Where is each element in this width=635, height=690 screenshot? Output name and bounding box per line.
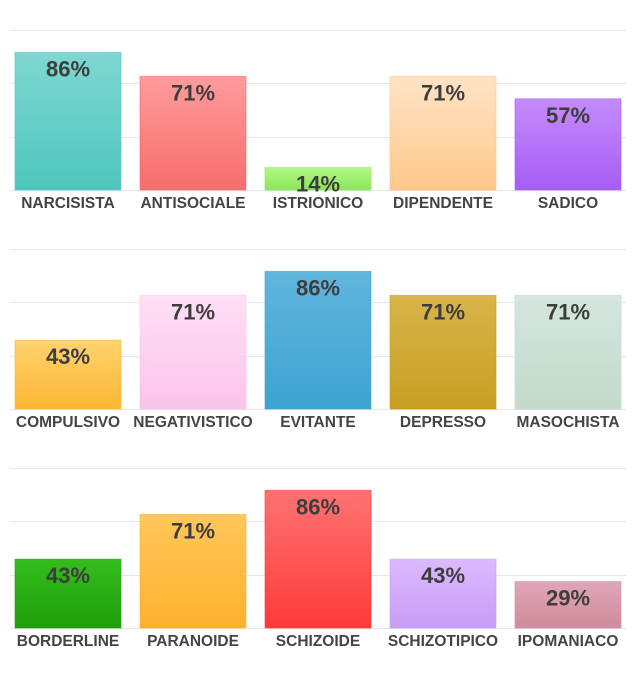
category-label-depresso: DEPRESSO xyxy=(400,414,486,431)
bar-masochista xyxy=(514,294,622,410)
chart-panel-2: 43% COMPULSIVO 71% NEGATIVISTICO 86% EVITANTE… xyxy=(0,219,635,438)
category-label-antisociale: ANTISOCIALE xyxy=(140,195,245,212)
category-label-narcisista: NARCISISTA xyxy=(21,195,115,212)
category-label-evitante: EVITANTE xyxy=(280,414,356,431)
bar-schizoide xyxy=(264,489,372,629)
chart-panel-3: 43% BORDERLINE 71% PARANOIDE 86% SCHIZOIDE 43%… xyxy=(0,438,635,657)
bar-negativistico xyxy=(139,294,247,410)
bar-depresso xyxy=(389,294,497,410)
bar-evitante xyxy=(264,270,372,410)
category-label-masochista: MASOCHISTA xyxy=(516,414,619,431)
data-label-antisociale: 71% xyxy=(171,80,215,105)
data-label-schizoide: 86% xyxy=(296,494,340,519)
category-label-compulsivo: COMPULSIVO xyxy=(16,414,120,431)
bar-chart-1: 86% NARCISISTA 71% ANTISOCIALE 14%ISTRIONICO… xyxy=(10,30,627,212)
category-label-schizotipico: SCHIZOTIPICO xyxy=(388,633,498,650)
data-label-istrionico: 14% xyxy=(296,172,340,197)
category-label-ipomaniaco: IPOMANIACO xyxy=(518,633,619,650)
data-label-negativistico: 71% xyxy=(171,299,215,324)
bar-paranoide xyxy=(139,513,247,629)
bar-chart-3: 43% BORDERLINE 71% PARANOIDE 86% SCHIZOIDE 43%… xyxy=(10,468,627,650)
data-label-compulsivo: 43% xyxy=(46,344,90,369)
category-label-borderline: BORDERLINE xyxy=(17,633,119,650)
bar-sadico xyxy=(514,98,622,191)
category-label-paranoide: PARANOIDE xyxy=(147,633,239,650)
data-label-paranoide: 71% xyxy=(171,518,215,543)
bar-dipendente xyxy=(389,75,497,191)
bar-istrionico xyxy=(264,167,372,191)
bar-antisociale xyxy=(139,75,247,191)
data-label-borderline: 43% xyxy=(46,563,90,588)
category-label-negativistico: NEGATIVISTICO xyxy=(133,414,252,431)
data-label-schizotipico: 43% xyxy=(421,563,465,588)
data-label-sadico: 57% xyxy=(546,103,590,128)
bar-schizotipico xyxy=(389,558,497,629)
data-label-narcisista: 86% xyxy=(46,56,90,81)
data-label-ipomaniaco: 29% xyxy=(546,586,590,611)
bar-borderline xyxy=(14,558,122,629)
category-label-sadico: SADICO xyxy=(538,195,598,212)
category-label-schizoide: SCHIZOIDE xyxy=(276,633,360,650)
bar-ipomaniaco xyxy=(514,581,622,629)
category-label-istrionico: ISTRIONICO xyxy=(273,195,363,212)
data-label-masochista: 71% xyxy=(546,299,590,324)
bar-compulsivo xyxy=(14,339,122,410)
data-label-dipendente: 71% xyxy=(421,80,465,105)
bar-chart-2: 43% COMPULSIVO 71% NEGATIVISTICO 86% EVITANTE… xyxy=(10,249,627,431)
category-label-dipendente: DIPENDENTE xyxy=(393,195,493,212)
data-label-depresso: 71% xyxy=(421,299,465,324)
data-label-evitante: 86% xyxy=(296,275,340,300)
bar-narcisista xyxy=(14,51,122,191)
chart-panel-1: 86% NARCISISTA 71% ANTISOCIALE 14% ISTRIONICO… xyxy=(0,0,635,219)
